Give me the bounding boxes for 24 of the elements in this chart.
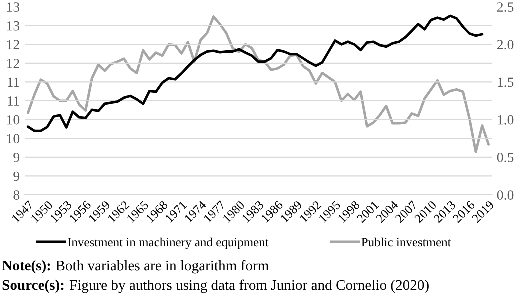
y2-tick-label: 0.0 — [497, 190, 514, 200]
legend-label: Public investment — [362, 238, 452, 247]
line-series — [26, 16, 490, 154]
y-tick-label: 8 — [14, 190, 20, 200]
y-tick-label: 11 — [8, 78, 20, 88]
y-tick-label: 9 — [14, 172, 20, 182]
text: Note(s): Both variables are in logarithm form — [2, 260, 269, 274]
y-tick-label: 10 — [7, 134, 20, 144]
y2-tick-label: 2.0 — [497, 40, 514, 50]
y-tick-label: 12 — [7, 59, 20, 68]
legend-label: Investment in machinery and equipment — [68, 238, 269, 250]
line-series — [26, 14, 484, 132]
y2-tick-label: 1.5 — [498, 78, 514, 88]
y2-tick-label: 0.5 — [497, 152, 514, 162]
source-note: Source(s): Figure by authors using data from Junior and Cornelio (2020) — [2, 280, 429, 294]
x-tick-label: 1971 — [165, 200, 188, 223]
y2-tick-label: 2.5 — [497, 2, 514, 12]
y-tick-label: 10 — [7, 115, 20, 125]
y-tick-label: 13 — [7, 21, 20, 31]
y-tick-label: 13 — [7, 2, 20, 12]
y-tick-label: 12 — [7, 40, 20, 50]
y-tick-label: 9 — [14, 153, 20, 162]
y-tick-label: 11 — [8, 96, 20, 106]
y2-tick-label: 1.0 — [498, 115, 514, 125]
